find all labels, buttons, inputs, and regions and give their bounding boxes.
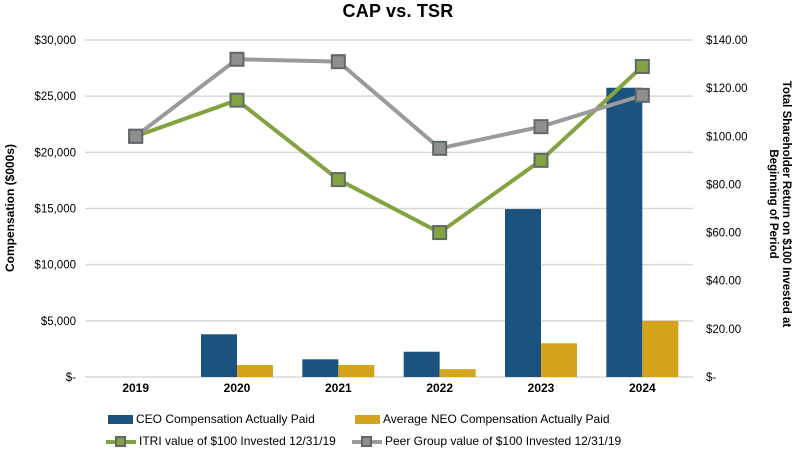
x-axis-label-2020: 2020 — [224, 381, 251, 395]
right-axis-tick: $- — [706, 372, 716, 384]
marker-peer-2024 — [634, 87, 650, 103]
bar-neo-2020 — [237, 364, 273, 377]
bar-ceo-2023 — [505, 209, 541, 377]
bar-neo-2021 — [338, 364, 375, 377]
right-axis-tick: $60.00 — [706, 228, 741, 240]
marker-itri-2022 — [432, 225, 448, 241]
legend-item-ceo: CEO Compensation Actually Paid — [108, 412, 315, 426]
x-axis-label-2024: 2024 — [629, 381, 656, 395]
right-axis-title-line2: Beginning of Period — [767, 149, 779, 259]
x-axis-label-2022: 2022 — [426, 381, 453, 395]
legend-swatch-neo-bar — [355, 414, 380, 424]
line-itri — [134, 65, 644, 235]
bar-neo-2024 — [642, 320, 679, 377]
legend-label-ceo: CEO Compensation Actually Paid — [136, 412, 315, 426]
right-axis-tick: $20.00 — [706, 324, 741, 336]
left-axis-tick: $20,000 — [34, 147, 76, 159]
line-peer — [134, 57, 643, 151]
bar-ceo-2021 — [302, 359, 339, 377]
left-axis-title: Compensation ($000s) — [3, 143, 17, 273]
legend-swatch-itri-line — [106, 435, 136, 448]
right-axis-tick: $40.00 — [706, 276, 741, 288]
chart-title: CAP vs. TSR — [342, 1, 454, 21]
marker-itri-2024 — [634, 58, 650, 74]
legend-item-itri: ITRI value of $100 Invested 12/31/19 — [106, 434, 336, 448]
legend-item-neo: Average NEO Compensation Actually Paid — [355, 412, 610, 426]
x-axis-label-2023: 2023 — [528, 381, 555, 395]
left-axis-tick: $10,000 — [34, 260, 76, 272]
legend-swatch-peer-line — [352, 435, 382, 448]
marker-peer-2020 — [229, 51, 245, 67]
legend-peer-marker — [361, 435, 372, 447]
left-axis-tick: $- — [66, 372, 76, 384]
marker-itri-2021 — [330, 172, 346, 188]
right-axis-tick: $140.00 — [706, 35, 748, 47]
right-axis-tick: $80.00 — [706, 179, 741, 191]
bar-ceo-2020 — [201, 334, 237, 377]
bar-neo-2022 — [439, 369, 476, 377]
right-axis-tick: $100.00 — [706, 131, 748, 143]
marker-itri-2020 — [229, 92, 245, 108]
marker-peer-2023 — [533, 119, 549, 135]
left-axis-tick: $30,000 — [34, 35, 76, 47]
right-axis-title-line1: Total Shareholder Return on $100 Investe… — [780, 80, 792, 328]
legend-item-peer: Peer Group value of $100 Invested 12/31/… — [352, 434, 621, 448]
legend-label-itri: ITRI value of $100 Invested 12/31/19 — [139, 434, 336, 448]
x-axis-label-2021: 2021 — [325, 381, 352, 395]
bar-ceo-2024 — [606, 87, 643, 377]
marker-peer-2022 — [432, 140, 448, 156]
left-axis-tick: $15,000 — [34, 204, 76, 216]
bar-neo-2023 — [541, 343, 577, 377]
marker-peer-2019 — [128, 128, 144, 144]
legend-label-neo: Average NEO Compensation Actually Paid — [383, 412, 610, 426]
marker-peer-2021 — [330, 54, 346, 70]
left-axis-tick: $25,000 — [34, 91, 76, 103]
left-axis-tick: $5,000 — [41, 316, 76, 328]
legend-label-peer: Peer Group value of $100 Invested 12/31/… — [385, 434, 622, 448]
legend-swatch-ceo-bar — [108, 414, 133, 424]
legend-itri-marker — [115, 435, 126, 447]
marker-itri-2023 — [533, 152, 549, 168]
x-axis-label-2019: 2019 — [122, 381, 149, 395]
right-axis-tick: $120.00 — [706, 83, 748, 95]
right-axis-title: Total Shareholder Return on $100 Investe… — [766, 14, 792, 394]
bar-ceo-2022 — [403, 351, 440, 377]
